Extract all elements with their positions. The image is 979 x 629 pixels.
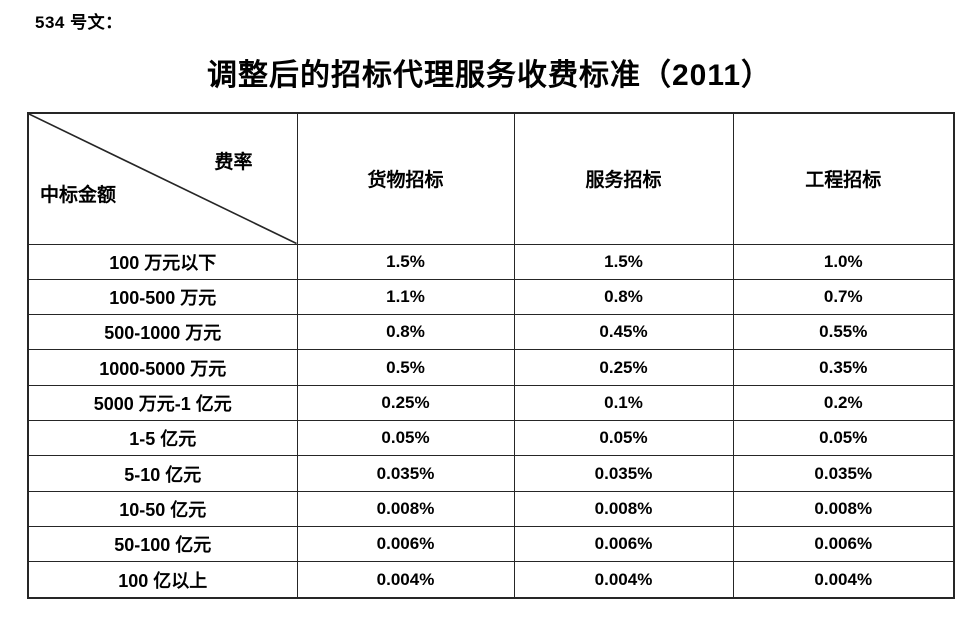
- row-label: 1-5 亿元: [27, 420, 298, 457]
- row-label: 500-1000 万元: [27, 314, 298, 351]
- rate-cell: 1.5%: [296, 243, 515, 280]
- corner-header-cell: 费率 中标金额: [27, 112, 298, 245]
- rate-cell: 0.2%: [732, 384, 955, 422]
- column-header: 服务招标: [513, 112, 734, 245]
- row-label: 10-50 亿元: [27, 490, 298, 528]
- rate-cell: 0.25%: [296, 384, 515, 422]
- rate-cell: 0.8%: [513, 278, 734, 316]
- row-label: 100-500 万元: [27, 278, 298, 316]
- rate-cell: 0.7%: [732, 278, 955, 316]
- table-body: 100 万元以下 1.5% 1.5% 1.0% 100-500 万元 1.1% 0.8% 0.…: [27, 243, 955, 599]
- table-row: 1000-5000 万元 0.5% 0.25% 0.35%: [27, 349, 955, 386]
- row-label: 1000-5000 万元: [27, 349, 298, 386]
- rate-cell: 0.035%: [513, 455, 734, 492]
- table-row: 5-10 亿元 0.035% 0.035% 0.035%: [27, 455, 955, 492]
- table-row: 100 亿以上 0.004% 0.004% 0.004%: [27, 561, 955, 599]
- rate-cell: 0.8%: [296, 314, 515, 351]
- row-label: 50-100 亿元: [27, 526, 298, 563]
- table-row: 1-5 亿元 0.05% 0.05% 0.05%: [27, 420, 955, 457]
- rate-cell: 0.05%: [732, 420, 955, 457]
- rate-cell: 0.008%: [732, 490, 955, 528]
- fee-table: 费率 中标金额 货物招标 服务招标 工程招标 100 万元以下 1.5% 1.5% 1.0…: [27, 112, 955, 599]
- rate-cell: 0.004%: [296, 561, 515, 599]
- diagonal-line-icon: [29, 114, 296, 243]
- rate-cell: 0.006%: [513, 526, 734, 563]
- rate-cell: 0.004%: [513, 561, 734, 599]
- rate-cell: 0.55%: [732, 314, 955, 351]
- row-label: 5000 万元-1 亿元: [27, 384, 298, 422]
- rate-cell: 0.004%: [732, 561, 955, 599]
- rate-cell: 0.035%: [732, 455, 955, 492]
- rate-cell: 0.25%: [513, 349, 734, 386]
- rate-cell: 1.5%: [513, 243, 734, 280]
- table-row: 100 万元以下 1.5% 1.5% 1.0%: [27, 243, 955, 280]
- rate-cell: 0.006%: [732, 526, 955, 563]
- rate-cell: 0.1%: [513, 384, 734, 422]
- rate-cell: 0.035%: [296, 455, 515, 492]
- rate-cell: 0.008%: [296, 490, 515, 528]
- rate-cell: 0.05%: [513, 420, 734, 457]
- rate-cell: 0.35%: [732, 349, 955, 386]
- rate-cell: 0.008%: [513, 490, 734, 528]
- page-title: 调整后的招标代理服务收费标准（2011）: [206, 59, 773, 92]
- rate-cell: 0.006%: [296, 526, 515, 563]
- corner-label-amount: 中标金额: [40, 185, 117, 206]
- rate-cell: 1.1%: [296, 278, 515, 316]
- corner-label-rate: 费率: [214, 152, 253, 173]
- header-row: 费率 中标金额 货物招标 服务招标 工程招标: [27, 112, 955, 245]
- rate-cell: 0.5%: [296, 349, 515, 386]
- rate-cell: 1.0%: [732, 243, 955, 280]
- table-row: 50-100 亿元 0.006% 0.006% 0.006%: [27, 526, 955, 563]
- table-row: 100-500 万元 1.1% 0.8% 0.7%: [27, 278, 955, 316]
- doc-number-label: 534 号文：: [35, 13, 123, 32]
- column-header: 货物招标: [296, 112, 515, 245]
- table-row: 5000 万元-1 亿元 0.25% 0.1% 0.2%: [27, 384, 955, 422]
- row-label: 100 亿以上: [27, 561, 298, 599]
- column-header: 工程招标: [732, 112, 955, 245]
- row-label: 5-10 亿元: [27, 455, 298, 492]
- rate-cell: 0.05%: [296, 420, 515, 457]
- table-row: 500-1000 万元 0.8% 0.45% 0.55%: [27, 314, 955, 351]
- table-row: 10-50 亿元 0.008% 0.008% 0.008%: [27, 490, 955, 528]
- row-label: 100 万元以下: [27, 243, 298, 280]
- rate-cell: 0.45%: [513, 314, 734, 351]
